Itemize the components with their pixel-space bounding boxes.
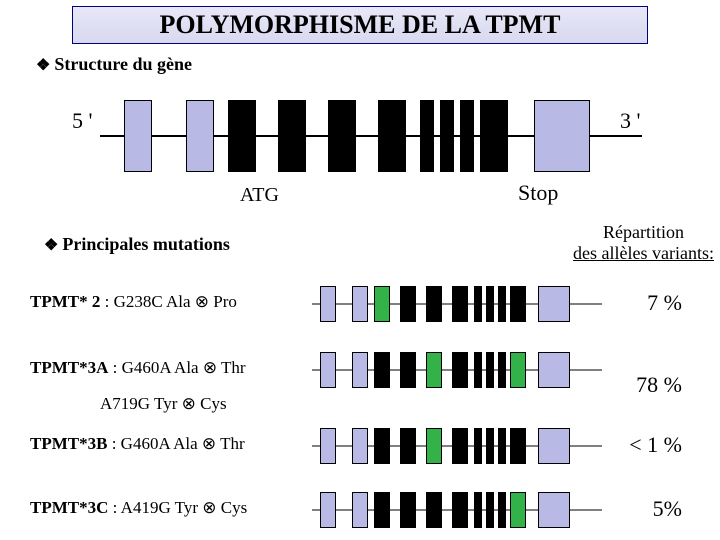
exon bbox=[420, 100, 434, 172]
section-structure: ❖Structure du gène bbox=[36, 54, 192, 75]
exon bbox=[400, 428, 416, 464]
exon bbox=[426, 286, 442, 322]
exon bbox=[510, 428, 526, 464]
exon bbox=[474, 286, 482, 322]
repartition-line1: Répartition bbox=[573, 222, 714, 243]
exon bbox=[352, 286, 368, 322]
exon bbox=[374, 286, 390, 322]
exon bbox=[474, 492, 482, 528]
exon bbox=[498, 428, 506, 464]
exon bbox=[426, 492, 442, 528]
exon bbox=[186, 100, 214, 172]
mutation-row: TPMT* 2 : G238C Ala ⊗ Pro 7 % bbox=[30, 284, 700, 324]
section-mutations: ❖Principales mutations bbox=[44, 234, 230, 255]
repartition-line2: des allèles variants: bbox=[573, 243, 714, 264]
page-title: POLYMORPHISME DE LA TPMT bbox=[72, 6, 648, 44]
exon bbox=[498, 286, 506, 322]
exon bbox=[452, 352, 468, 388]
exon bbox=[452, 492, 468, 528]
exon bbox=[352, 352, 368, 388]
bullet-icon: ❖ bbox=[36, 57, 50, 74]
exon bbox=[400, 352, 416, 388]
percentage: 78 % bbox=[636, 372, 682, 398]
mutation-label: TPMT*3C : A419G Tyr ⊗ Cys bbox=[30, 498, 247, 518]
exon bbox=[486, 286, 494, 322]
mutation-row: TPMT*3A : G460A Ala ⊗ Thr78 % bbox=[30, 350, 700, 390]
exon bbox=[474, 352, 482, 388]
exon bbox=[426, 352, 442, 388]
gene-diagram-small bbox=[312, 286, 602, 322]
exon bbox=[486, 492, 494, 528]
exon bbox=[538, 492, 570, 528]
exon bbox=[498, 352, 506, 388]
mutation-row: TPMT*3C : A419G Tyr ⊗ Cys 5% bbox=[30, 490, 700, 530]
mutation-sublabel: A719G Tyr ⊗ Cys bbox=[100, 394, 227, 414]
exon bbox=[328, 100, 356, 172]
exon bbox=[320, 492, 336, 528]
exon bbox=[474, 428, 482, 464]
exon bbox=[320, 286, 336, 322]
exon bbox=[486, 428, 494, 464]
gene-diagram-small bbox=[312, 428, 602, 464]
stop-label: Stop bbox=[518, 180, 558, 206]
exon bbox=[374, 428, 390, 464]
percentage: < 1 % bbox=[629, 432, 682, 458]
exon bbox=[400, 492, 416, 528]
exon bbox=[480, 100, 508, 172]
exon bbox=[426, 428, 442, 464]
gene-diagram-small bbox=[312, 492, 602, 528]
exon bbox=[452, 428, 468, 464]
exon bbox=[538, 428, 570, 464]
section-structure-text: Structure du gène bbox=[54, 54, 192, 74]
exon bbox=[124, 100, 152, 172]
exon bbox=[320, 352, 336, 388]
exon bbox=[510, 352, 526, 388]
repartition-header: Répartition des allèles variants: bbox=[573, 222, 714, 264]
exon bbox=[510, 286, 526, 322]
mutation-label: TPMT*3B : G460A Ala ⊗ Thr bbox=[30, 434, 245, 454]
exon bbox=[534, 100, 590, 172]
exon bbox=[460, 100, 474, 172]
exon bbox=[278, 100, 306, 172]
mutation-row: TPMT*3B : G460A Ala ⊗ Thr < 1 % bbox=[30, 426, 700, 466]
exon bbox=[400, 286, 416, 322]
mutation-label: TPMT* 2 : G238C Ala ⊗ Pro bbox=[30, 292, 237, 312]
exon bbox=[440, 100, 454, 172]
gene-diagram-small bbox=[312, 352, 602, 388]
exon bbox=[378, 100, 406, 172]
exon bbox=[352, 428, 368, 464]
mutation-label: TPMT*3A : G460A Ala ⊗ Thr bbox=[30, 358, 246, 378]
percentage: 5% bbox=[653, 496, 682, 522]
section-mutations-text: Principales mutations bbox=[62, 234, 230, 254]
bullet-icon: ❖ bbox=[44, 237, 58, 254]
atg-label: ATG bbox=[240, 184, 279, 207]
exon bbox=[452, 286, 468, 322]
exon bbox=[486, 352, 494, 388]
exon bbox=[374, 352, 390, 388]
exon bbox=[510, 492, 526, 528]
exon bbox=[498, 492, 506, 528]
gene-diagram-main bbox=[100, 100, 642, 172]
exon bbox=[374, 492, 390, 528]
five-prime-label: 5 ' bbox=[72, 108, 92, 134]
exon bbox=[320, 428, 336, 464]
percentage: 7 % bbox=[647, 290, 682, 316]
exon bbox=[538, 286, 570, 322]
exon bbox=[228, 100, 256, 172]
exon bbox=[538, 352, 570, 388]
exon bbox=[352, 492, 368, 528]
